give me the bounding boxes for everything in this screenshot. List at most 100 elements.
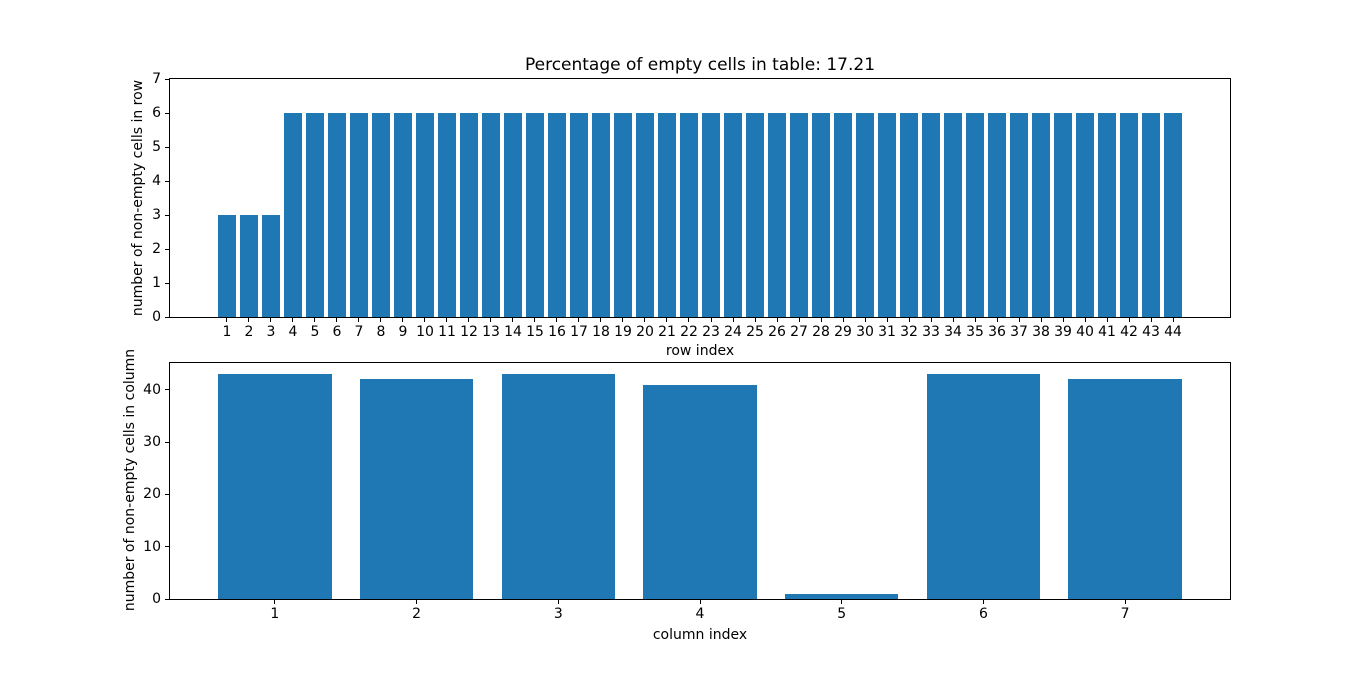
x-tick xyxy=(1062,317,1064,322)
x-tick xyxy=(314,317,316,322)
bar xyxy=(966,113,984,317)
bar xyxy=(359,379,474,599)
x-tick-label: 6 xyxy=(332,324,342,340)
x-tick xyxy=(1128,317,1130,322)
x-tick xyxy=(380,317,382,322)
bar xyxy=(614,113,632,317)
bar xyxy=(570,113,588,317)
y-tick xyxy=(165,146,170,148)
x-tick xyxy=(841,599,843,604)
x-tick-label: 21 xyxy=(658,324,676,340)
x-tick xyxy=(402,317,404,322)
bar xyxy=(526,113,544,317)
x-tick xyxy=(1084,317,1086,322)
bar xyxy=(724,113,742,317)
x-tick xyxy=(1124,599,1126,604)
x-tick xyxy=(710,317,712,322)
x-tick xyxy=(982,599,984,604)
x-tick-label: 25 xyxy=(746,324,764,340)
bar xyxy=(785,593,899,599)
x-tick-label: 33 xyxy=(922,324,940,340)
bar xyxy=(394,113,412,317)
x-tick-label: 20 xyxy=(636,324,654,340)
x-tick xyxy=(556,317,558,322)
x-tick xyxy=(1018,317,1020,322)
bar xyxy=(328,113,346,317)
x-tick xyxy=(226,317,228,322)
x-tick xyxy=(842,317,844,322)
x-tick xyxy=(908,317,910,322)
y-tick-label: 10 xyxy=(143,538,161,555)
x-tick-label: 22 xyxy=(680,324,698,340)
bar xyxy=(1164,113,1182,317)
x-tick-label: 24 xyxy=(724,324,742,340)
y-tick-label: 0 xyxy=(152,309,161,325)
x-tick-label: 3 xyxy=(553,606,563,622)
x-tick xyxy=(468,317,470,322)
x-tick xyxy=(666,317,668,322)
x-tick xyxy=(974,317,976,322)
bar xyxy=(262,215,280,317)
x-tick xyxy=(358,317,360,322)
y-tick-label: 6 xyxy=(152,105,161,121)
x-tick-label: 41 xyxy=(1098,324,1116,340)
x-tick xyxy=(416,599,418,604)
y-tick xyxy=(165,214,170,216)
x-tick xyxy=(557,599,559,604)
bar xyxy=(812,113,830,317)
bar xyxy=(372,113,390,317)
bar xyxy=(1010,113,1028,317)
y-tick-label: 40 xyxy=(143,381,161,398)
x-tick xyxy=(820,317,822,322)
y-tick-label: 7 xyxy=(152,71,161,87)
x-tick-label: 30 xyxy=(856,324,874,340)
bar xyxy=(988,113,1006,317)
x-tick-label: 15 xyxy=(526,324,544,340)
bar xyxy=(658,113,676,317)
bar xyxy=(856,113,874,317)
x-tick xyxy=(1106,317,1108,322)
x-tick-label: 31 xyxy=(878,324,896,340)
x-tick-label: 19 xyxy=(614,324,632,340)
bar xyxy=(768,113,786,317)
x-tick-label: 4 xyxy=(288,324,298,340)
x-tick-label: 5 xyxy=(310,324,320,340)
x-tick xyxy=(1172,317,1174,322)
x-tick-label: 37 xyxy=(1010,324,1028,340)
x-tick xyxy=(688,317,690,322)
y-tick-label: 4 xyxy=(152,173,161,189)
x-tick-label: 27 xyxy=(790,324,808,340)
x-tick-label: 13 xyxy=(482,324,500,340)
x-tick xyxy=(699,599,701,604)
x-tick xyxy=(644,317,646,322)
x-tick-label: 16 xyxy=(548,324,566,340)
y-tick xyxy=(165,493,170,495)
x-tick xyxy=(952,317,954,322)
bar xyxy=(218,215,236,317)
bar xyxy=(922,113,940,317)
bar xyxy=(1032,113,1050,317)
x-tick-label: 12 xyxy=(460,324,478,340)
x-tick-label: 38 xyxy=(1032,324,1050,340)
chart-title: Percentage of empty cells in table: 17.2… xyxy=(524,55,876,75)
x-tick-label: 3 xyxy=(266,324,276,340)
bar xyxy=(900,113,918,317)
x-tick-label: 39 xyxy=(1054,324,1072,340)
bar xyxy=(1120,113,1138,317)
x-tick xyxy=(490,317,492,322)
x-tick-label: 1 xyxy=(222,324,232,340)
x-tick xyxy=(446,317,448,322)
bar xyxy=(504,113,522,317)
x-tick-label: 44 xyxy=(1164,324,1182,340)
y-tick-label: 20 xyxy=(143,486,161,503)
x-tick xyxy=(270,317,272,322)
x-tick-label: 1 xyxy=(270,606,280,622)
row-chart-plot-area: 1 2 3 4 5 6 7 8 9 10 11 12 13 14 15 16 17 18 19 20 21 22 23 24 2… xyxy=(152,71,1231,340)
bar xyxy=(548,113,566,317)
x-tick xyxy=(248,317,250,322)
x-tick-label: 2 xyxy=(412,606,422,622)
bar xyxy=(926,374,1041,599)
bar xyxy=(702,113,720,317)
column-chart-plot-area: 1 2 3 4 5 6 7 0 10 20 30 40 xyxy=(143,362,1231,622)
y-tick xyxy=(165,441,170,443)
